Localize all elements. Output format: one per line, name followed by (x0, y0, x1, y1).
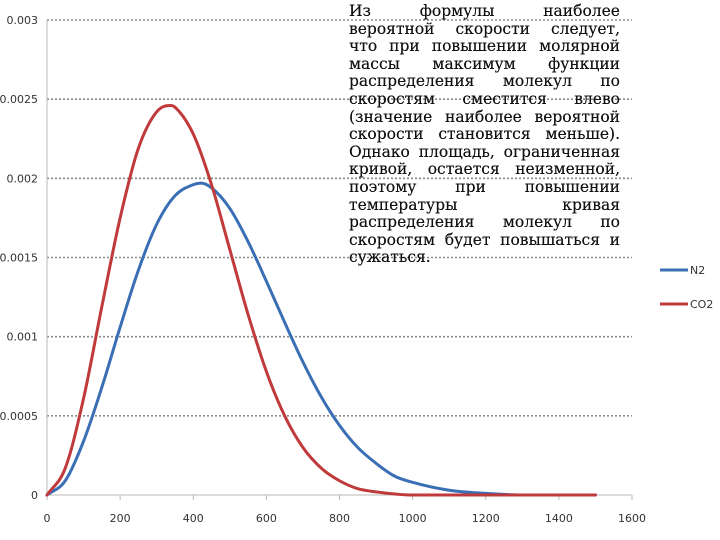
x-tick-label: 800 (329, 512, 350, 525)
slide-text: Из формулы наиболее вероятной скорости с… (349, 2, 620, 267)
y-tick-label: 0.0005 (0, 410, 38, 423)
y-tick-label: 0 (31, 489, 38, 502)
legend-label-co2: CO2 (690, 298, 713, 311)
x-axis-ticks: 0 200 400 600 800 1000 1200 1400 1600 (44, 495, 646, 525)
gridlines (47, 19, 632, 417)
x-tick-label: 1600 (618, 512, 646, 525)
x-tick-label: 600 (256, 512, 277, 525)
x-tick-label: 0 (44, 512, 51, 525)
series-lines (45, 104, 597, 497)
y-tick-label: 0.0025 (0, 93, 38, 106)
y-tick-label: 0.003 (7, 14, 39, 27)
series-line-n2 (45, 181, 597, 497)
x-tick-label: 1400 (545, 512, 573, 525)
x-tick-label: 400 (183, 512, 204, 525)
legend-label-n2: N2 (690, 264, 705, 277)
series-line-co2 (45, 104, 597, 497)
x-tick-label: 1200 (472, 512, 500, 525)
y-axis-ticks: 0 0.0005 0.001 0.0015 0.002 0.0025 0.003 (0, 14, 38, 502)
x-tick-label: 1000 (399, 512, 427, 525)
x-tick-label: 200 (110, 512, 131, 525)
legend: N2 CO2 (660, 264, 713, 311)
y-tick-label: 0.002 (7, 172, 39, 185)
y-tick-label: 0.001 (7, 331, 39, 344)
y-tick-label: 0.0015 (0, 252, 38, 265)
